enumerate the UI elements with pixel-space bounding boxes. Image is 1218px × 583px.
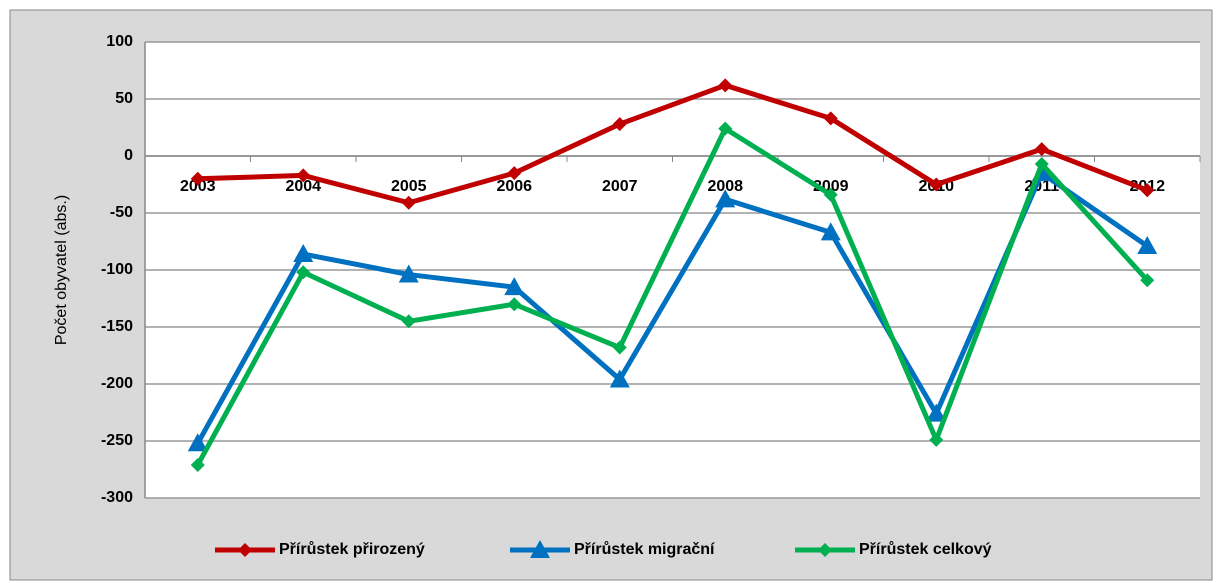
y-axis-label: Počet obyvatel (abs.): [53, 195, 70, 345]
data-point: [1137, 236, 1158, 255]
data-point: [718, 78, 733, 93]
data-point: [823, 187, 838, 202]
data-point: [1034, 156, 1049, 171]
data-point: [1034, 142, 1049, 157]
y-tick-label: -250: [101, 432, 133, 449]
data-point: [296, 265, 311, 280]
data-point: [1140, 273, 1155, 288]
x-tick-label: 2006: [496, 178, 532, 195]
data-point: [926, 403, 947, 422]
data-point: [507, 166, 522, 181]
data-point: [715, 189, 736, 208]
y-tick-label: 50: [115, 90, 133, 107]
data-point: [504, 277, 525, 296]
data-point: [187, 433, 208, 452]
y-tick-label: 100: [106, 33, 133, 50]
x-tick-label: 2008: [707, 178, 743, 195]
legend-label: Přírůstek celkový: [859, 541, 992, 558]
y-tick-label: -50: [110, 204, 133, 221]
y-tick-label: 0: [124, 147, 133, 164]
x-tick-label: 2004: [285, 178, 321, 195]
legend-marker: [818, 543, 832, 557]
y-tick-label: -300: [101, 489, 133, 506]
legend-label: Přírůstek migrační: [574, 541, 715, 558]
x-tick-label: 2005: [391, 178, 427, 195]
series-line: [197, 82, 1149, 206]
x-tick-label: 2007: [602, 178, 638, 195]
series-line: [195, 170, 1149, 445]
data-point: [612, 117, 627, 132]
x-tick-label: 2003: [180, 178, 216, 195]
data-point: [823, 111, 838, 126]
y-tick-label: -200: [101, 375, 133, 392]
data-point: [820, 222, 841, 241]
data-point: [296, 168, 311, 183]
legend-label: Přírůstek přirozený: [279, 541, 425, 558]
data-point: [929, 432, 944, 447]
legend-marker: [530, 540, 550, 558]
data-point: [718, 121, 733, 136]
data-point: [507, 297, 522, 312]
data-point: [612, 340, 627, 355]
data-point: [609, 369, 630, 388]
data-point: [293, 244, 314, 263]
data-point: [190, 171, 205, 186]
y-tick-label: -100: [101, 261, 133, 278]
data-point: [401, 314, 416, 329]
data-point: [190, 457, 205, 472]
data-point: [929, 177, 944, 192]
data-point: [398, 264, 419, 283]
data-point: [1140, 183, 1155, 198]
series-line: [195, 126, 1150, 467]
data-point: [401, 195, 416, 210]
legend-marker: [238, 543, 252, 557]
y-tick-label: -150: [101, 318, 133, 335]
